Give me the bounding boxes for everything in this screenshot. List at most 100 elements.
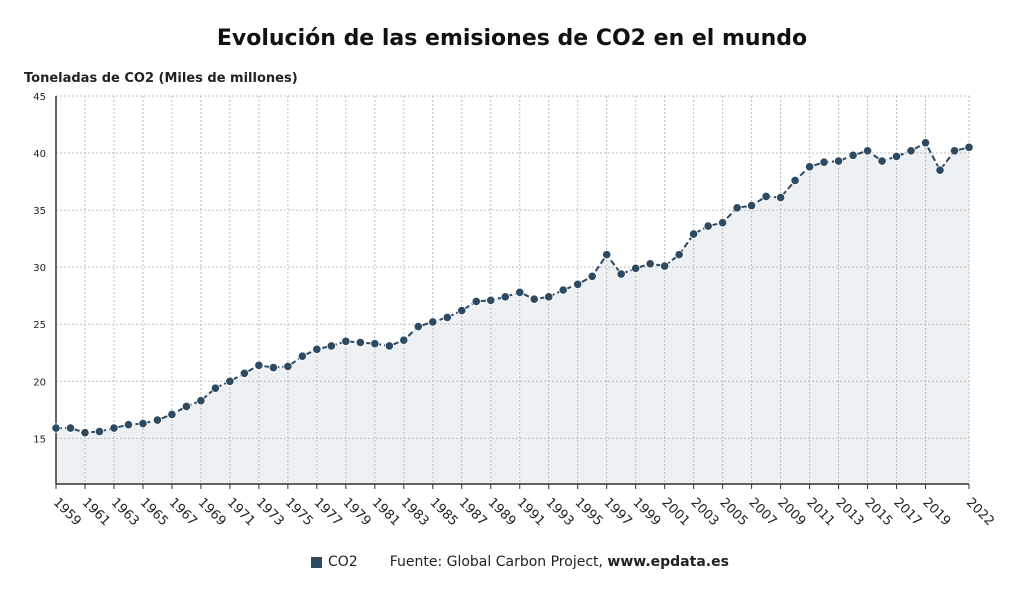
data-point bbox=[587, 271, 597, 281]
data-point bbox=[312, 344, 322, 354]
data-point bbox=[80, 428, 90, 438]
x-tick-label: 1967 bbox=[166, 495, 200, 529]
data-point bbox=[210, 383, 221, 393]
data-point bbox=[268, 362, 278, 373]
legend: CO2 Fuente: Global Carbon Project, www.e… bbox=[311, 554, 729, 570]
x-tick-label: 1975 bbox=[282, 495, 316, 529]
data-point bbox=[370, 339, 380, 349]
data-point bbox=[326, 341, 336, 351]
y-axis-label: Toneladas de CO2 (Miles de millones) bbox=[24, 71, 298, 86]
x-tick-label: 1987 bbox=[456, 495, 490, 529]
x-tick-label: 1959 bbox=[50, 495, 84, 529]
data-point bbox=[804, 162, 815, 172]
data-point bbox=[819, 157, 829, 167]
data-point bbox=[283, 361, 293, 372]
x-tick-label: 1997 bbox=[601, 495, 635, 529]
x-tick-label: 2007 bbox=[745, 495, 779, 529]
y-tick-label: 15 bbox=[33, 434, 46, 445]
data-point bbox=[239, 368, 249, 378]
data-point bbox=[833, 156, 844, 166]
data-point bbox=[471, 296, 481, 307]
data-point bbox=[355, 337, 365, 348]
y-tick-label: 20 bbox=[33, 377, 46, 388]
data-point bbox=[703, 221, 713, 231]
data-point bbox=[776, 192, 786, 203]
data-point bbox=[645, 259, 655, 269]
data-point bbox=[167, 409, 177, 419]
x-tick-label: 2009 bbox=[774, 495, 808, 529]
y-tick-label: 40 bbox=[33, 149, 46, 160]
data-point bbox=[297, 351, 307, 361]
x-tick-label: 1981 bbox=[369, 495, 403, 529]
data-point bbox=[254, 360, 264, 370]
area-fill bbox=[56, 142, 969, 484]
data-point bbox=[935, 165, 945, 175]
data-point bbox=[442, 312, 452, 322]
data-point bbox=[544, 292, 554, 302]
data-point bbox=[616, 269, 626, 279]
data-point bbox=[602, 250, 612, 260]
y-tick-label: 45 bbox=[33, 92, 46, 103]
y-tick-label: 35 bbox=[33, 206, 46, 217]
x-tick-label: 1971 bbox=[224, 495, 258, 529]
data-point bbox=[747, 200, 757, 211]
data-point bbox=[384, 341, 394, 351]
x-tick-label: 2001 bbox=[659, 495, 693, 529]
data-point bbox=[964, 142, 974, 152]
data-point bbox=[457, 305, 467, 316]
data-point bbox=[341, 336, 351, 346]
data-point bbox=[660, 261, 670, 271]
data-point bbox=[399, 335, 409, 345]
data-point bbox=[761, 191, 771, 202]
data-point bbox=[906, 146, 916, 156]
source-prefix: Fuente: Global Carbon Project, bbox=[389, 554, 608, 570]
data-point bbox=[573, 279, 583, 289]
x-tick-label: 1961 bbox=[79, 495, 113, 529]
x-tick-label: 1977 bbox=[311, 495, 345, 529]
x-tick-label: 1999 bbox=[630, 495, 664, 529]
data-point bbox=[529, 294, 539, 304]
data-point bbox=[109, 423, 119, 433]
data-point bbox=[428, 317, 438, 327]
legend-series-label: CO2 bbox=[328, 554, 358, 570]
x-tick-label: 1963 bbox=[108, 495, 142, 529]
data-point bbox=[51, 423, 61, 433]
data-point bbox=[181, 401, 192, 411]
data-point bbox=[949, 146, 960, 156]
data-point bbox=[689, 229, 699, 239]
source-url[interactable]: www.epdata.es bbox=[607, 554, 729, 570]
data-point bbox=[65, 423, 76, 433]
data-point bbox=[123, 420, 134, 430]
data-point bbox=[94, 426, 105, 437]
x-tick-label: 1983 bbox=[398, 495, 432, 529]
data-point bbox=[413, 321, 423, 332]
x-tick-label: 2022 bbox=[963, 495, 997, 529]
x-tick-label: 1979 bbox=[340, 495, 374, 529]
data-point bbox=[631, 263, 641, 273]
y-tick-label: 30 bbox=[33, 263, 46, 274]
x-tick-label: 2011 bbox=[803, 495, 837, 529]
data-point bbox=[500, 292, 510, 302]
data-point bbox=[877, 156, 887, 166]
data-point bbox=[138, 418, 148, 429]
data-point bbox=[862, 146, 873, 156]
x-tick-label: 2003 bbox=[688, 495, 722, 529]
data-point bbox=[790, 175, 800, 186]
x-tick-label: 2015 bbox=[861, 495, 895, 529]
chart-title: Evolución de las emisiones de CO2 en el … bbox=[216, 26, 808, 51]
x-tick-label: 1985 bbox=[427, 495, 461, 529]
source-text: Fuente: Global Carbon Project, www.epdat… bbox=[390, 554, 729, 570]
data-point bbox=[196, 396, 206, 406]
x-tick-label: 1991 bbox=[514, 495, 548, 529]
x-tick-label: 1969 bbox=[195, 495, 229, 529]
x-tick-label: 1973 bbox=[253, 495, 287, 529]
data-point bbox=[732, 203, 742, 213]
x-tick-label: 2019 bbox=[919, 495, 953, 529]
data-point bbox=[225, 376, 235, 386]
x-tick-label: 1993 bbox=[543, 495, 577, 529]
data-point bbox=[848, 150, 858, 160]
y-tick-label: 25 bbox=[33, 320, 46, 331]
data-point bbox=[920, 138, 931, 148]
x-tick-label: 2017 bbox=[890, 495, 924, 529]
